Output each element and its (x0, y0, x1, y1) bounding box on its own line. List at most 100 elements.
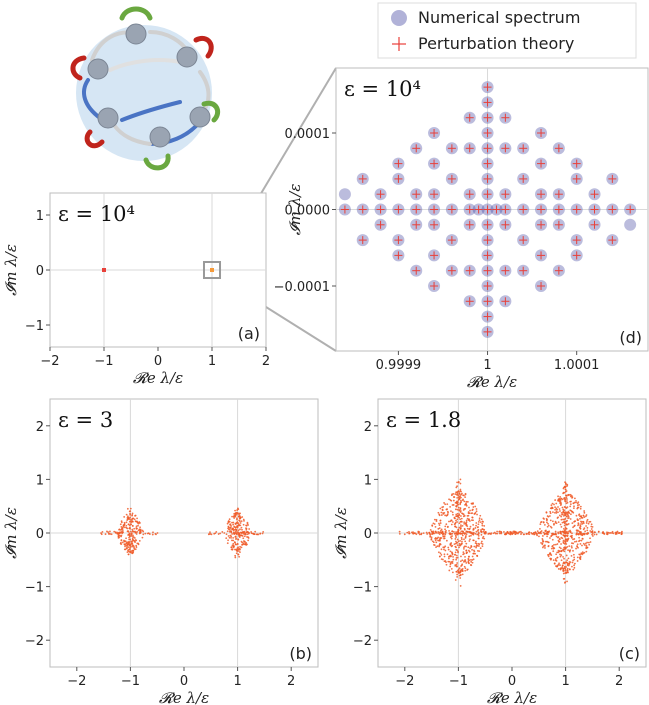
data-point (439, 552, 442, 555)
data-point (560, 515, 563, 518)
y-axis-label: 𝓘m λ/ε (2, 507, 20, 559)
data-point (564, 561, 567, 564)
data-point (577, 519, 580, 522)
data-point (242, 523, 245, 526)
data-point (236, 512, 239, 515)
data-point (573, 562, 576, 565)
data-point (542, 531, 545, 534)
x-tick-label: 1 (233, 674, 241, 689)
data-point (559, 538, 561, 541)
x-tick-label: −1 (121, 674, 140, 689)
data-point (545, 519, 548, 522)
data-point (247, 524, 250, 526)
data-point (444, 530, 447, 533)
perturbation-point (501, 205, 510, 214)
data-point (134, 548, 137, 551)
data-point (454, 579, 457, 581)
data-point (238, 534, 241, 537)
data-point (535, 532, 538, 535)
data-point (549, 512, 552, 515)
data-point (570, 542, 573, 544)
data-point (465, 504, 468, 507)
data-point (459, 571, 462, 574)
perturbation-point (537, 159, 546, 168)
data-point (117, 537, 120, 539)
data-point (227, 539, 229, 542)
perturbation-point (465, 220, 474, 229)
data-point (564, 538, 567, 541)
data-point (563, 527, 565, 530)
data-point (564, 572, 567, 574)
data-point (230, 546, 233, 549)
data-point (506, 531, 508, 534)
data-point (464, 537, 467, 539)
data-point (553, 562, 556, 565)
data-point (461, 533, 464, 535)
data-point (573, 566, 576, 569)
perturbation-point (483, 144, 492, 153)
data-point (459, 488, 462, 491)
data-point (478, 550, 481, 552)
data-point (566, 571, 569, 574)
data-point (456, 496, 459, 499)
data-point (477, 532, 480, 535)
data-point (237, 531, 240, 534)
data-point (575, 514, 578, 517)
data-point (463, 522, 466, 525)
data-point (575, 533, 578, 536)
x-tick-label: 1 (483, 358, 491, 373)
data-point (561, 521, 564, 524)
data-point (128, 524, 131, 527)
data-point (444, 514, 446, 517)
data-point (569, 530, 572, 533)
data-point (564, 532, 567, 535)
data-point (462, 551, 465, 554)
loss-loop (70, 55, 87, 81)
data-point (463, 521, 466, 524)
data-point (131, 552, 134, 554)
data-point (471, 561, 474, 564)
y-tick-label: 2 (364, 420, 372, 435)
data-point (129, 518, 131, 521)
data-point (128, 548, 130, 551)
data-point (481, 543, 484, 545)
data-point (125, 513, 128, 516)
data-point (566, 506, 569, 509)
data-point (566, 580, 568, 583)
data-point (589, 520, 592, 523)
data-point (475, 522, 478, 524)
data-point (471, 512, 474, 515)
data-point (481, 528, 484, 531)
data-point (129, 507, 132, 510)
perturbation-point (430, 159, 439, 168)
perturbation-point (501, 220, 510, 229)
perturbation-point (554, 266, 563, 275)
data-point (467, 558, 470, 560)
data-point (567, 537, 570, 540)
data-point (557, 568, 560, 570)
data-point (243, 535, 246, 538)
data-point (135, 533, 138, 535)
legend-perturbation-marker (392, 37, 406, 51)
data-point (459, 518, 462, 521)
data-point (469, 547, 471, 550)
data-point (468, 520, 471, 522)
data-point (563, 577, 566, 580)
data-point (441, 509, 444, 512)
data-point (438, 543, 441, 546)
data-point (234, 556, 237, 559)
data-point (431, 525, 434, 527)
data-point (559, 510, 561, 512)
perturbation-point (412, 190, 421, 199)
data-point (464, 507, 467, 510)
data-point (475, 546, 477, 549)
data-point (569, 495, 572, 498)
data-point (544, 530, 547, 532)
data-point (130, 530, 132, 533)
data-point (615, 531, 618, 534)
data-point (567, 522, 570, 525)
data-point (593, 533, 596, 536)
data-point (459, 574, 462, 576)
data-point (591, 533, 594, 536)
data-point (565, 523, 568, 526)
